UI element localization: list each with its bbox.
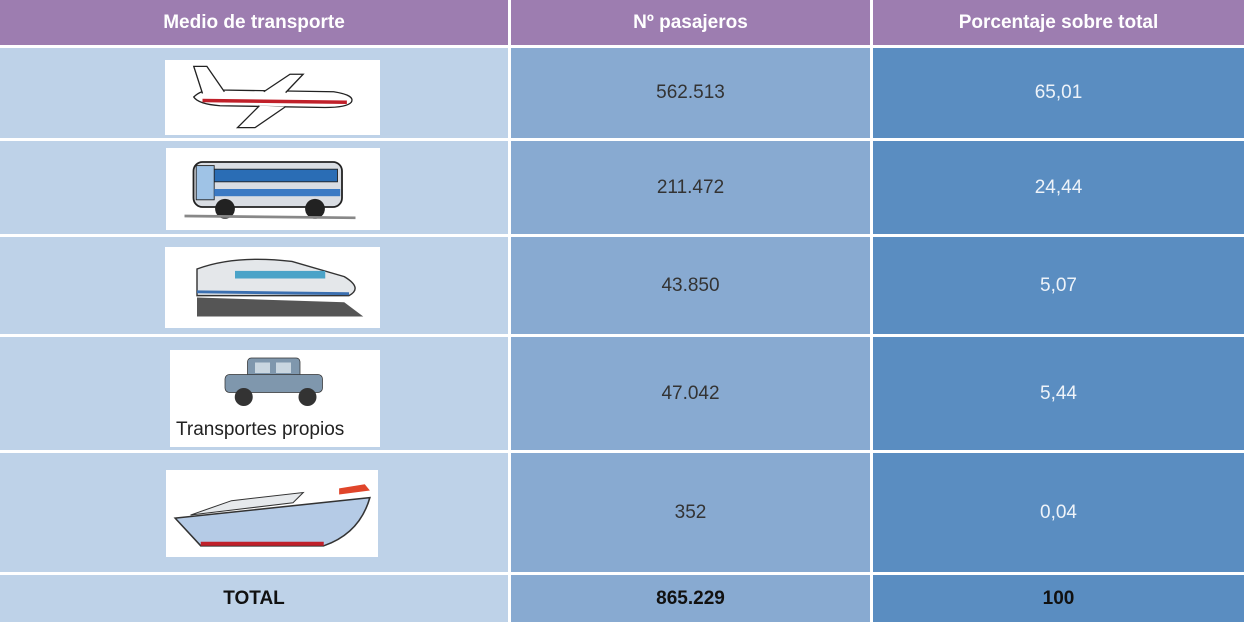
passengers-cell: 43.850 [511, 237, 870, 334]
passengers-cell: 352 [511, 453, 870, 572]
total-label: TOTAL [0, 575, 508, 622]
percent-cell: 5,44 [873, 337, 1244, 450]
passengers-cell: 211.472 [511, 141, 870, 234]
boat-icon [173, 484, 371, 547]
header-cell: Nº pasajeros [511, 0, 870, 45]
airplane-icon [192, 65, 353, 129]
percent-cell: 65,01 [873, 48, 1244, 138]
image-caption: Transportes propios [176, 419, 345, 440]
percent-cell: 24,44 [873, 141, 1244, 234]
bus-icon [184, 161, 356, 220]
percent-cell: 5,07 [873, 237, 1244, 334]
passengers-cell: 47.042 [511, 337, 870, 450]
percent-cell: 0,04 [873, 453, 1244, 572]
header-cell: Medio de transporte [0, 0, 508, 45]
train-icon [196, 258, 364, 317]
total-passengers: 865.229 [511, 575, 870, 622]
passengers-cell: 562.513 [511, 48, 870, 138]
car-icon [224, 357, 323, 406]
header-cell: Porcentaje sobre total [873, 0, 1244, 45]
total-percent: 100 [873, 575, 1244, 622]
